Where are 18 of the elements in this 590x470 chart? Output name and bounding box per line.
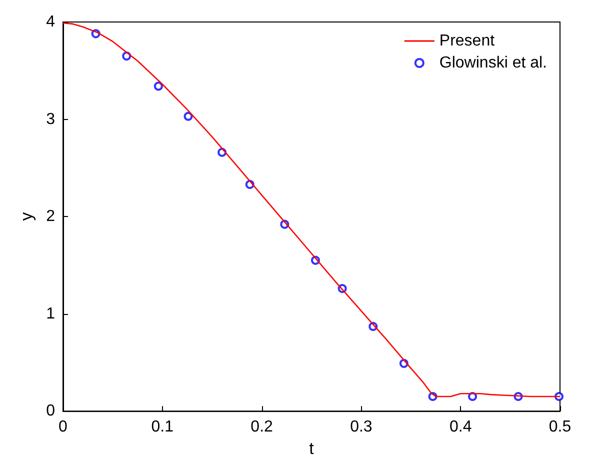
point <box>184 112 193 121</box>
point <box>468 392 478 402</box>
x-tick-label: 0.3 <box>350 418 372 436</box>
x-tick-label: 0.5 <box>548 418 572 436</box>
x-tick-label: 0.2 <box>250 418 274 436</box>
y-axis-title: y <box>17 212 36 221</box>
point <box>154 82 163 91</box>
y-tick-label: 3 <box>46 110 56 128</box>
y-tick-label: 1 <box>46 305 56 322</box>
x-tick-label: 0.1 <box>151 418 174 436</box>
y-tick-label: 4 <box>46 14 56 30</box>
y-tick-label: 2 <box>46 208 56 226</box>
legend-label: Glowinski et al. <box>439 54 547 72</box>
y-tick-label: 0 <box>46 402 56 420</box>
x-tick-label: 0.4 <box>449 418 472 436</box>
x-tick-label: 0 <box>58 418 68 436</box>
x-axis-title: t <box>309 439 314 458</box>
legend-label: Present <box>439 32 496 50</box>
